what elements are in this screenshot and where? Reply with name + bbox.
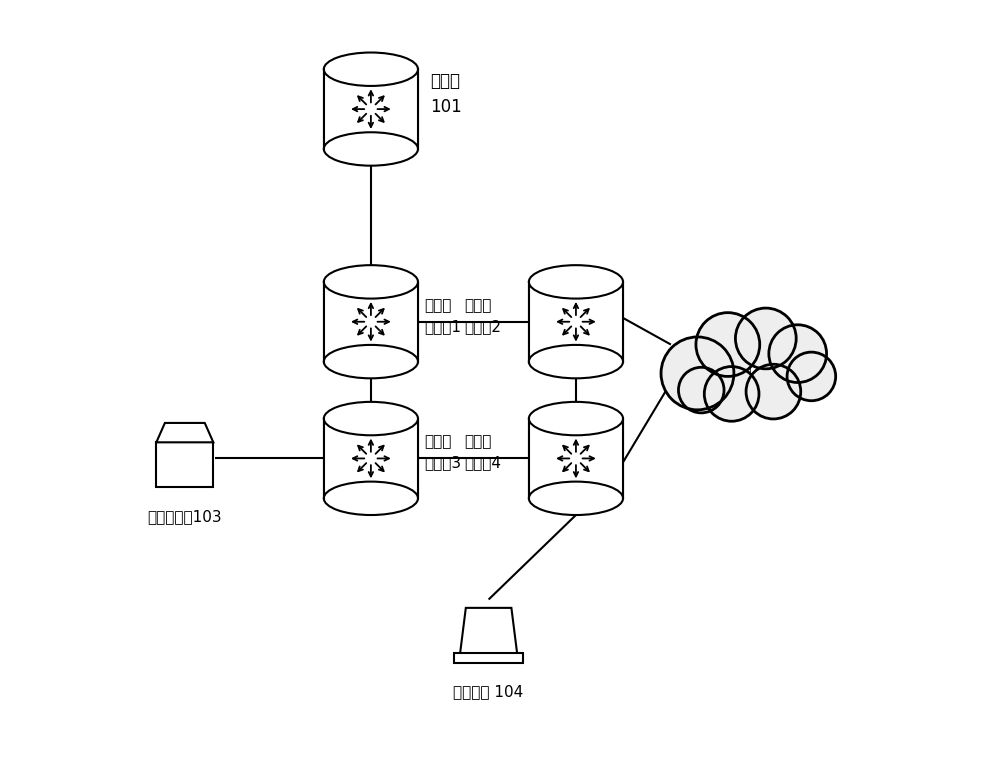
Ellipse shape [324,482,418,515]
Circle shape [746,364,801,419]
Circle shape [701,317,755,372]
Circle shape [704,366,759,422]
Polygon shape [324,418,418,498]
Circle shape [750,369,797,415]
Circle shape [794,360,828,393]
Text: 边界路
由设备1: 边界路 由设备1 [424,298,461,334]
Ellipse shape [529,482,623,515]
Circle shape [672,348,723,399]
Ellipse shape [324,345,418,379]
Circle shape [770,326,825,381]
Circle shape [788,353,834,399]
Circle shape [787,352,836,401]
Circle shape [754,373,793,411]
Circle shape [663,339,732,408]
Text: 清洗服务器103: 清洗服务器103 [148,509,222,524]
Ellipse shape [529,345,623,379]
Ellipse shape [324,265,418,298]
Circle shape [778,334,818,374]
Circle shape [680,369,723,412]
Circle shape [745,317,787,360]
Circle shape [735,308,796,369]
Ellipse shape [529,265,623,298]
Circle shape [791,356,832,397]
Circle shape [769,325,827,382]
Circle shape [737,310,795,367]
Circle shape [661,337,734,410]
Polygon shape [460,608,517,653]
Polygon shape [156,442,213,487]
Circle shape [706,368,758,420]
Text: 预设网络: 预设网络 [729,356,769,375]
Polygon shape [156,423,213,442]
Circle shape [747,366,799,418]
Circle shape [696,313,760,376]
Text: 边界路
由设备2: 边界路 由设备2 [464,298,501,334]
Circle shape [678,367,724,413]
Ellipse shape [324,53,418,86]
Polygon shape [324,69,418,149]
Circle shape [698,314,758,375]
Circle shape [773,329,822,378]
Circle shape [706,368,758,420]
Circle shape [708,371,755,417]
Circle shape [682,371,721,409]
Circle shape [680,369,723,412]
Polygon shape [324,282,418,362]
Circle shape [788,353,834,399]
Polygon shape [529,418,623,498]
Circle shape [663,339,732,408]
Circle shape [712,375,751,413]
Ellipse shape [324,132,418,166]
Text: 边界路
由设备3: 边界路 由设备3 [424,435,461,470]
Circle shape [737,310,795,367]
Circle shape [698,314,758,375]
Circle shape [666,343,728,405]
Circle shape [770,326,825,381]
Circle shape [706,322,750,367]
Circle shape [740,313,792,364]
Circle shape [747,366,799,418]
Polygon shape [454,653,523,662]
Text: 边界路
由设备4: 边界路 由设备4 [464,435,501,470]
Ellipse shape [529,402,623,435]
Circle shape [685,374,717,406]
Polygon shape [529,282,623,362]
Text: 控制器
101: 控制器 101 [430,72,462,116]
Text: 用户终端 104: 用户终端 104 [453,684,524,699]
Ellipse shape [324,402,418,435]
